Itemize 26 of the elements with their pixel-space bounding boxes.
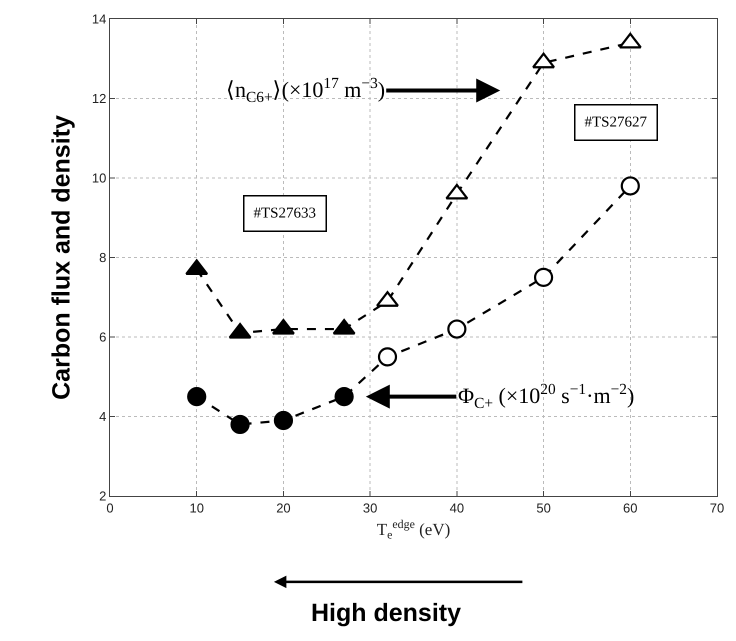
- y-tick-label: 8: [99, 250, 106, 266]
- y-tick-label: 12: [92, 91, 106, 106]
- annotation: #TS27627: [584, 114, 648, 130]
- point: [274, 410, 294, 430]
- x-axis-title: T$_{e}$$^{edge}$ (eV): [376, 516, 450, 542]
- x-tick-label: 60: [623, 500, 638, 516]
- x-tick-label: 10: [189, 500, 204, 516]
- point: [230, 414, 250, 434]
- y-tick-label: 10: [92, 170, 106, 186]
- y-tick-label: 2: [99, 488, 106, 504]
- x-tick-label: 30: [362, 500, 378, 516]
- x-tick-label: 20: [276, 500, 291, 516]
- x-tick-label: 0: [106, 500, 114, 516]
- point: [187, 387, 206, 406]
- annotation: ⟨n$_{C6+}$⟩(×10$^{17}$ m$^{−3}$): [226, 75, 386, 106]
- y-tick-label: 14: [92, 12, 106, 27]
- y-tick-label: 4: [99, 409, 106, 424]
- x-tick-label: 50: [536, 500, 551, 516]
- y-axis-title: Carbon flux and density: [48, 115, 76, 400]
- text: High density: [311, 599, 462, 627]
- point: [334, 387, 354, 406]
- x-tick-label: 70: [710, 500, 724, 516]
- text: Φ$_{C+}$ (×10$^{20}$ s$^{−1}$·m$^{−2}$): [458, 381, 634, 412]
- y-tick-label: 6: [99, 330, 106, 345]
- x-tick-label: 40: [450, 500, 464, 516]
- annotation: #TS27633: [254, 206, 316, 222]
